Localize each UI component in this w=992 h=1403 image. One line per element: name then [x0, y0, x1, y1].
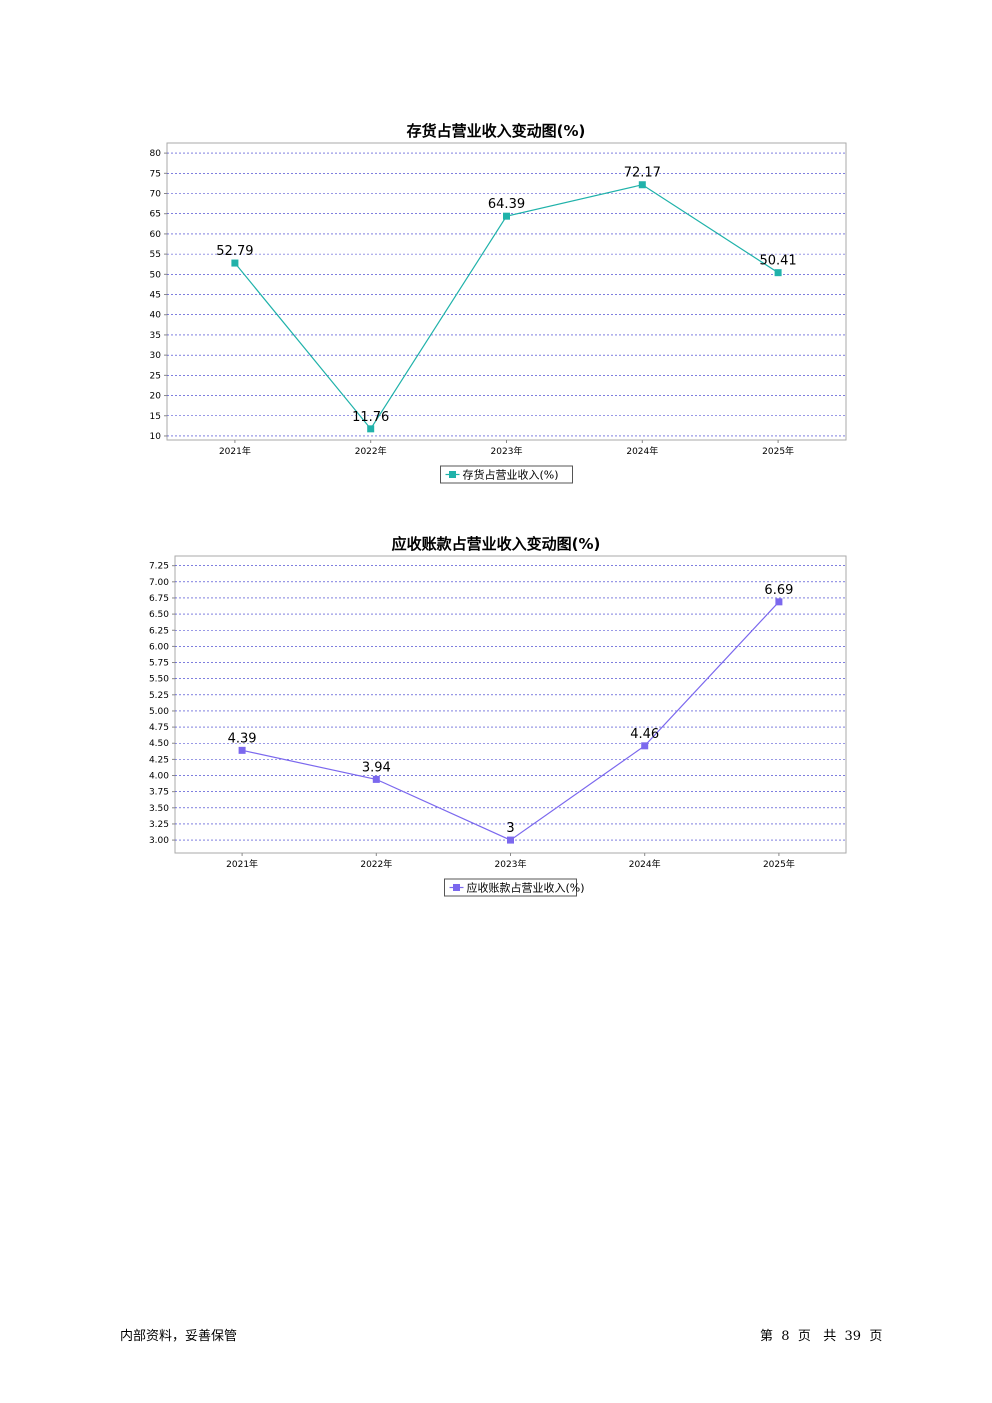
chart2-legend-label: 应收账款占营业收入(%) — [467, 881, 585, 895]
chart2-ytick-label: 5.00 — [149, 707, 169, 717]
chart1-plot-area — [166, 142, 847, 441]
chart1-ytick-label: 80 — [150, 149, 162, 159]
chart2-ytick-label: 6.50 — [149, 610, 169, 620]
chart2-ytick-label: 4.50 — [149, 739, 169, 749]
footer-total-suffix: 页 — [869, 1329, 883, 1344]
chart1-ytick-label: 30 — [150, 351, 162, 361]
chart1-title: 存货占营业收入变动图(%) — [406, 122, 586, 140]
chart2-data-label: 4.39 — [228, 731, 257, 746]
chart1-data-point — [231, 259, 239, 267]
chart1-data-point — [774, 269, 782, 277]
chart1-data-point — [638, 181, 646, 189]
chart1-ytick-label: 35 — [150, 331, 161, 341]
footer-page-number: 第 8 页 共 39 页 — [760, 1325, 882, 1344]
chart1-ytick-label: 25 — [150, 371, 161, 381]
chart2-data-label: 6.69 — [764, 583, 793, 598]
chart1-ytick-label: 15 — [150, 412, 161, 422]
chart1-xtick-label: 2021年 — [219, 445, 251, 457]
chart1-data-label: 52.79 — [216, 244, 253, 259]
chart2-ytick-label: 4.25 — [149, 755, 169, 765]
chart1-ytick-label: 45 — [150, 291, 161, 301]
chart2-data-label: 3 — [506, 821, 514, 836]
chart2-data-point — [372, 775, 380, 783]
chart2-legend-marker — [453, 884, 460, 891]
footer-page-total: 39 — [844, 1329, 862, 1344]
chart1-ytick-label: 50 — [150, 270, 162, 280]
chart2-data-point — [641, 742, 649, 750]
chart1-ytick-label: 60 — [150, 230, 162, 240]
chart1-data-label: 11.76 — [352, 410, 389, 425]
chart2-data-label: 4.46 — [630, 727, 659, 742]
chart2-ytick-label: 5.25 — [149, 691, 169, 701]
chart2-svg: 3.00 3.25 3.50 3.75 4.00 4.25 4.50 4.75 5.00 5.25… — [149, 555, 847, 897]
chart1-xtick-label: 2024年 — [626, 445, 658, 457]
chart1-data-label: 72.17 — [624, 166, 661, 181]
chart2-ytick-label: 6.75 — [149, 594, 169, 604]
chart1-ytick-label: 10 — [150, 432, 162, 442]
chart2-data-point — [775, 598, 783, 606]
footer-page-current: 8 — [781, 1329, 790, 1344]
footer-confidential-note: 内部资料，妥善保管 — [120, 1329, 238, 1344]
chart2-data-point — [507, 836, 514, 844]
chart2-plot-area — [174, 555, 847, 854]
chart1-xtick-label: 2025年 — [762, 445, 794, 457]
chart1-ytick-label: 55 — [150, 250, 161, 260]
chart1-svg: 10 15 20 25 30 35 40 45 50 55 60 65 70 75 80 2021年 2022年… — [150, 142, 847, 484]
chart1-ytick-label: 75 — [150, 169, 161, 179]
chart1-ytick-label: 70 — [150, 190, 162, 200]
chart1-ytick-label: 20 — [150, 392, 162, 402]
chart2-ytick-label: 5.50 — [149, 675, 169, 685]
footer-page-prefix: 第 — [760, 1329, 774, 1344]
chart1-legend-label: 存货占营业收入(%) — [463, 468, 559, 482]
footer-page-mid: 页 — [797, 1329, 811, 1344]
chart1-data-point — [367, 425, 375, 433]
chart1-xtick-label: 2022年 — [355, 445, 387, 457]
chart2-title: 应收账款占营业收入变动图(%) — [391, 535, 601, 553]
chart2-data-label: 3.94 — [362, 760, 391, 775]
chart2-xtick-label: 2021年 — [226, 858, 258, 870]
chart2-ytick-label: 6.25 — [149, 626, 169, 636]
chart1-ytick-label: 40 — [150, 311, 162, 321]
chart2-ytick-label: 6.00 — [149, 642, 169, 652]
chart2-ytick-label: 3.25 — [149, 820, 169, 830]
chart1-data-point — [503, 212, 510, 220]
chart2-ytick-label: 4.00 — [149, 772, 169, 782]
chart2-xtick-label: 2025年 — [763, 858, 795, 870]
chart2-data-point — [238, 746, 246, 754]
footer-total-prefix: 共 — [823, 1329, 837, 1344]
chart2-xtick-label: 2024年 — [629, 858, 661, 870]
chart2-ytick-label: 7.25 — [149, 562, 169, 572]
chart1-xtick-label: 2023年 — [491, 445, 523, 457]
chart2-legend-box — [444, 878, 577, 897]
chart2-ytick-label: 7.00 — [149, 578, 169, 588]
chart1-ytick-label: 65 — [150, 210, 161, 220]
chart2-xtick-label: 2023年 — [495, 858, 527, 870]
chart1-legend-box — [440, 465, 573, 484]
chart1-legend-marker — [449, 471, 456, 478]
chart2-ytick-label: 5.75 — [149, 659, 169, 669]
chart1-data-label: 64.39 — [488, 197, 525, 212]
chart2-ytick-label: 3.75 — [149, 788, 169, 798]
chart2-ytick-label: 3.00 — [149, 836, 169, 846]
chart2-ytick-label: 3.50 — [149, 804, 169, 814]
chart2-xtick-label: 2022年 — [360, 858, 392, 870]
chart2-ytick-label: 4.75 — [149, 723, 169, 733]
chart1-data-label: 50.41 — [759, 254, 796, 269]
